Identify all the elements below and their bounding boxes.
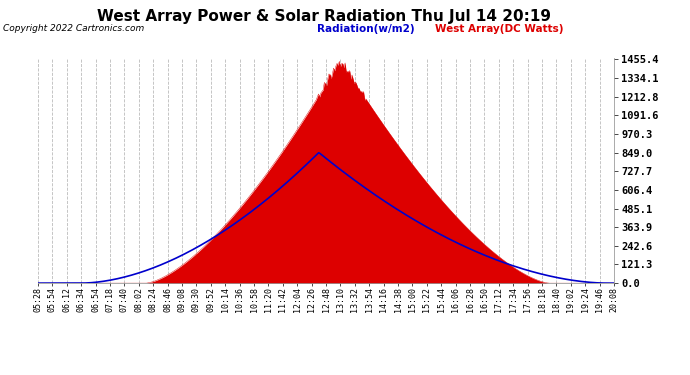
Text: Radiation(w/m2): Radiation(w/m2) [317,24,415,34]
Text: Copyright 2022 Cartronics.com: Copyright 2022 Cartronics.com [3,24,145,33]
Text: West Array(DC Watts): West Array(DC Watts) [435,24,563,34]
Text: West Array Power & Solar Radiation Thu Jul 14 20:19: West Array Power & Solar Radiation Thu J… [97,9,551,24]
